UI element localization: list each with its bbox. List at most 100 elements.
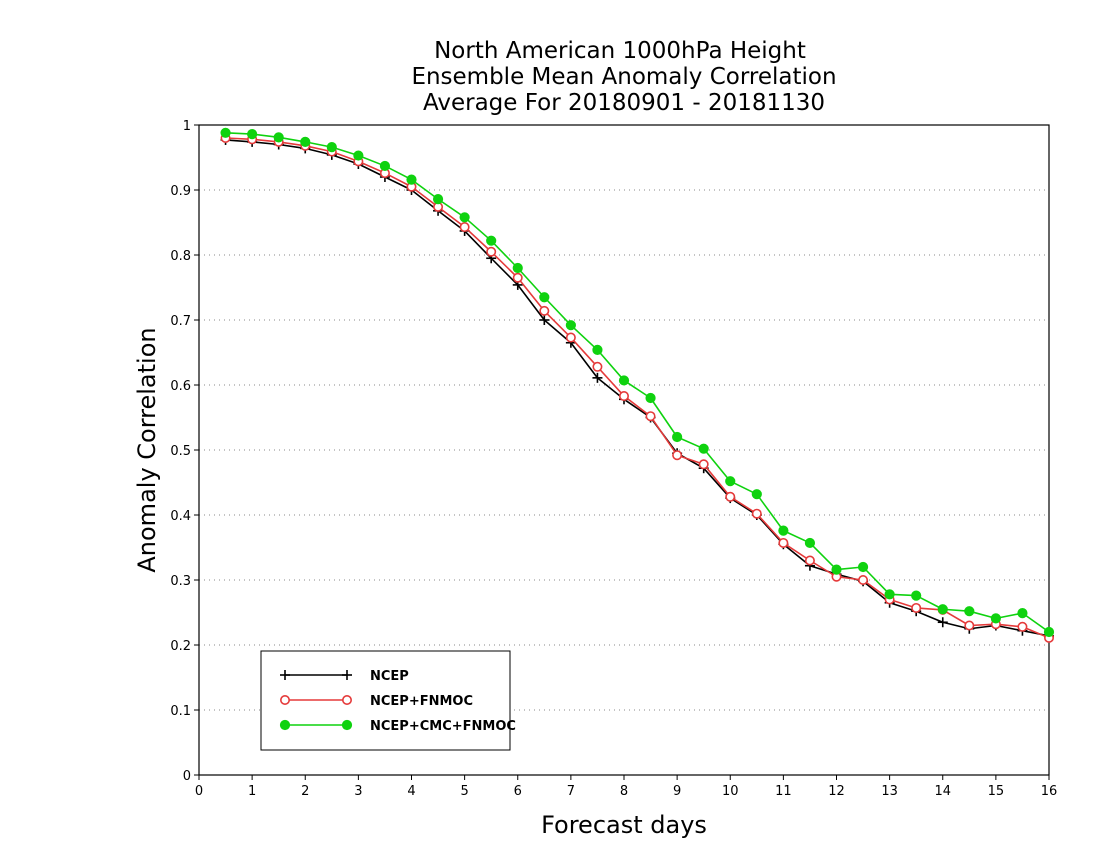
data-point-filled-circle — [247, 129, 258, 140]
data-point-open-circle — [341, 694, 352, 705]
x-tick-label: 7 — [567, 784, 575, 799]
data-point-filled-circle — [1043, 626, 1055, 638]
data-point-filled-circle — [645, 392, 656, 404]
data-point-filled-circle — [911, 590, 922, 601]
y-tick-label: 0.6 — [170, 379, 191, 394]
x-tick-label: 6 — [514, 784, 522, 799]
data-point-open-circle — [725, 491, 736, 502]
data-point-open-circle — [911, 602, 922, 613]
x-tick-label: 3 — [354, 784, 362, 799]
data-point-open-circle — [512, 272, 523, 283]
x-tick-label: 5 — [460, 784, 468, 799]
y-tick-label: 0.5 — [170, 444, 191, 459]
data-point-plus — [539, 315, 550, 325]
data-point-open-circle — [751, 508, 762, 519]
data-point-filled-circle — [804, 537, 816, 549]
series-3 — [220, 127, 1055, 638]
data-point-open-circle — [618, 391, 629, 402]
x-axis-label: Forecast days — [541, 811, 707, 839]
legend-label: NCEP+FNMOC — [370, 694, 473, 709]
x-axis-ticks: 0 1 2 3 4 5 6 7 8 9 10 11 12 13 14 15 16 — [195, 775, 1057, 799]
series-2 — [220, 133, 1055, 643]
y-tick-label: 0.4 — [170, 509, 191, 524]
y-tick-label: 0 — [183, 769, 191, 784]
data-point-filled-circle — [751, 489, 762, 500]
data-point-filled-circle — [539, 292, 550, 303]
data-point-filled-circle — [565, 320, 576, 331]
data-point-open-circle — [698, 459, 709, 470]
x-tick-label: 1 — [248, 784, 256, 799]
x-tick-label: 15 — [988, 784, 1005, 799]
y-tick-label: 1 — [183, 119, 191, 134]
data-point-filled-circle — [1017, 608, 1028, 619]
y-tick-label: 0.2 — [170, 639, 191, 654]
data-point-filled-circle — [353, 150, 364, 161]
data-point-filled-circle — [857, 561, 869, 573]
data-point-filled-circle — [831, 564, 842, 575]
data-point-plus — [342, 670, 352, 680]
data-point-plus — [937, 617, 948, 628]
y-tick-label: 0.7 — [170, 314, 191, 329]
data-point-plus — [280, 670, 290, 680]
data-point-filled-circle — [406, 174, 417, 185]
data-series — [220, 127, 1055, 643]
series-line — [225, 132, 1050, 633]
series-1 — [220, 134, 1054, 641]
x-tick-label: 12 — [828, 784, 845, 799]
data-point-filled-circle — [279, 719, 291, 731]
data-point-filled-circle — [300, 136, 311, 147]
data-point-filled-circle — [964, 606, 975, 617]
y-tick-label: 0.8 — [170, 249, 191, 264]
data-point-open-circle — [592, 361, 603, 372]
x-tick-label: 9 — [673, 784, 681, 799]
y-axis-ticks: 0 0.1 0.2 0.3 0.4 0.5 0.6 0.7 0.8 0.9 1 — [170, 119, 199, 784]
series-line — [225, 137, 1050, 639]
data-point-open-circle — [964, 620, 975, 631]
x-tick-label: 11 — [775, 784, 792, 799]
chart-title-line-2: Ensemble Mean Anomaly Correlation — [411, 64, 836, 90]
data-point-filled-circle — [220, 127, 231, 138]
data-point-filled-circle — [379, 160, 391, 172]
x-tick-label: 4 — [407, 784, 415, 799]
data-point-open-circle — [645, 411, 656, 422]
data-point-open-circle — [459, 222, 470, 233]
x-tick-label: 16 — [1041, 784, 1058, 799]
data-point-open-circle — [486, 246, 497, 257]
x-tick-label: 13 — [881, 784, 898, 799]
legend-entry-2: NCEP+FNMOC — [279, 694, 473, 709]
series-line — [225, 139, 1050, 637]
legend-entry-3: NCEP+CMC+FNMOC — [279, 719, 516, 734]
data-point-open-circle — [565, 332, 576, 343]
data-point-filled-circle — [512, 262, 523, 274]
y-tick-label: 0.3 — [170, 574, 191, 589]
data-point-filled-circle — [725, 476, 736, 487]
legend-label: NCEP+CMC+FNMOC — [370, 719, 516, 734]
data-point-filled-circle — [937, 604, 948, 615]
x-tick-label: 0 — [195, 784, 203, 799]
data-point-filled-circle — [592, 344, 603, 355]
data-point-filled-circle — [618, 375, 630, 386]
data-point-filled-circle — [672, 431, 683, 443]
chart-title-line-3: Average For 20180901 - 20181130 — [423, 90, 825, 116]
x-tick-label: 2 — [301, 784, 309, 799]
data-point-open-circle — [778, 537, 789, 548]
y-axis-label: Anomaly Correlation — [133, 327, 161, 572]
y-tick-label: 0.9 — [170, 184, 191, 199]
data-point-plus — [592, 372, 603, 383]
legend-entry-1: NCEP — [280, 669, 409, 684]
data-point-open-circle — [804, 555, 815, 566]
data-point-filled-circle — [884, 589, 895, 600]
data-point-filled-circle — [698, 443, 709, 454]
data-point-filled-circle — [273, 132, 284, 143]
data-point-filled-circle — [341, 719, 353, 731]
data-point-open-circle — [279, 694, 290, 705]
data-point-open-circle — [858, 574, 869, 585]
data-point-filled-circle — [432, 194, 444, 205]
data-point-filled-circle — [459, 212, 470, 223]
data-point-filled-circle — [326, 142, 337, 153]
legend: NCEP NCEP+FNMOC NCEP+CMC+FNMOC — [260, 650, 516, 751]
x-tick-label: 14 — [934, 784, 951, 799]
data-point-filled-circle — [778, 525, 789, 536]
data-point-open-circle — [672, 450, 683, 461]
